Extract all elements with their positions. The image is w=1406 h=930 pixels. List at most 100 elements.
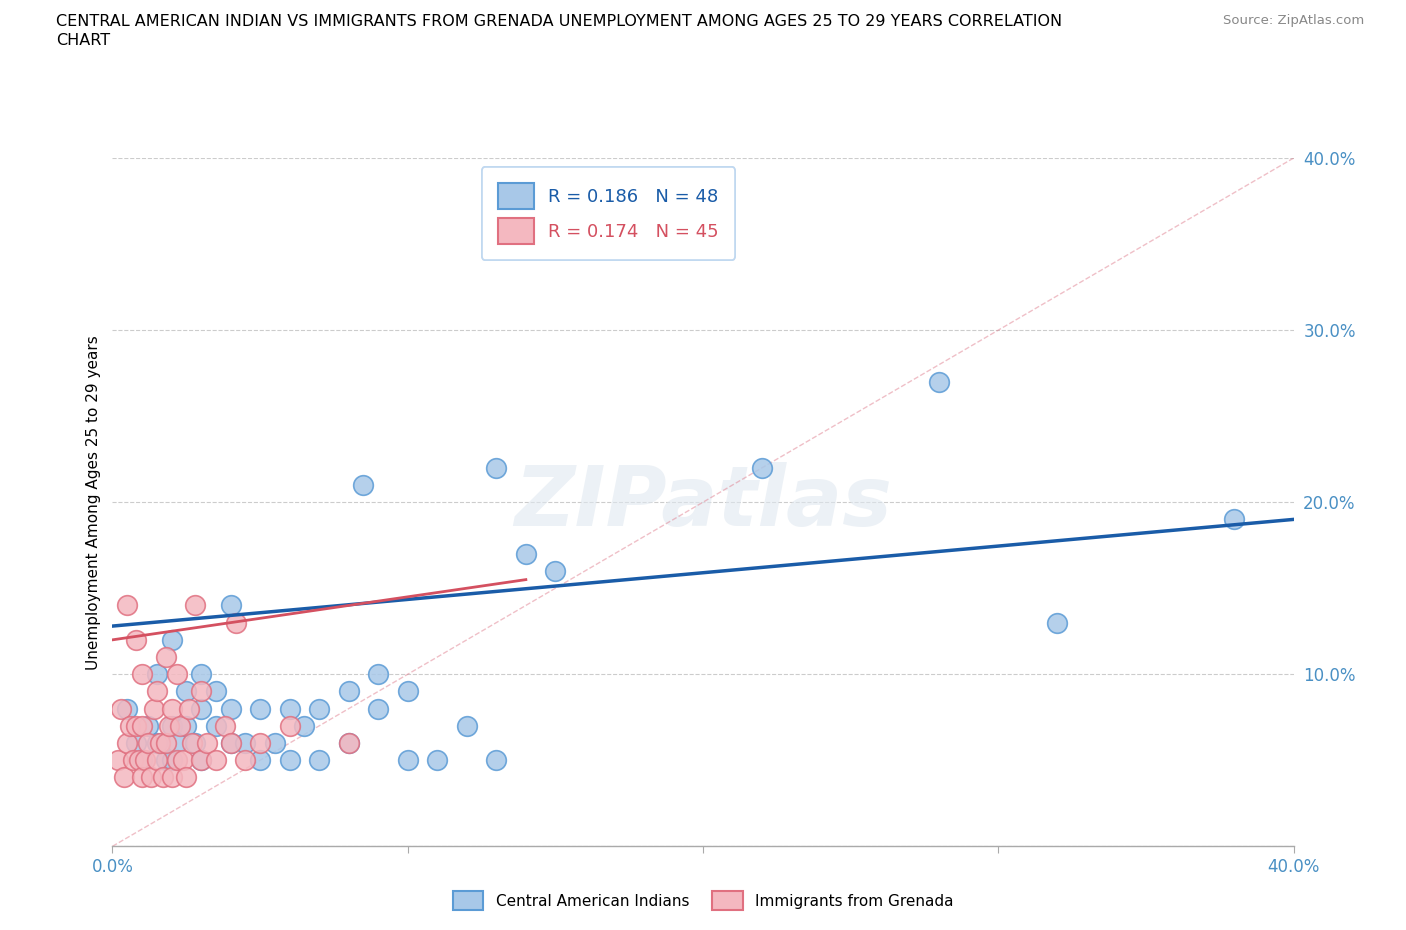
Point [166, 667, 188, 682]
Point [152, 770, 174, 785]
Text: CHART: CHART [56, 33, 110, 47]
Point [249, 736, 271, 751]
Point [160, 753, 183, 768]
Point [485, 753, 508, 768]
Point [149, 736, 172, 751]
Point [139, 770, 162, 785]
Point [146, 667, 169, 682]
Point [544, 564, 567, 578]
Point [166, 736, 188, 751]
Point [112, 770, 135, 785]
Point [174, 770, 197, 785]
Point [278, 718, 301, 733]
Point [131, 667, 153, 682]
Point [278, 753, 301, 768]
Point [337, 684, 360, 699]
Point [146, 736, 169, 751]
Point [352, 478, 374, 493]
Point [131, 770, 153, 785]
Point [134, 753, 156, 768]
Point [155, 753, 177, 768]
Point [107, 753, 129, 768]
Point [225, 616, 247, 631]
Point [190, 701, 212, 716]
Legend: Central American Indians, Immigrants from Grenada: Central American Indians, Immigrants fro… [446, 884, 960, 918]
Point [292, 718, 315, 733]
Point [190, 684, 212, 699]
Point [190, 667, 212, 682]
Point [367, 701, 389, 716]
Point [184, 598, 207, 613]
Point [219, 598, 242, 613]
Point [396, 684, 419, 699]
Point [456, 718, 478, 733]
Point [485, 460, 508, 475]
Point [174, 684, 197, 699]
Point [337, 736, 360, 751]
Point [190, 753, 212, 768]
Point [1046, 616, 1069, 631]
Point [249, 701, 271, 716]
Point [308, 701, 330, 716]
Point [219, 701, 242, 716]
Point [751, 460, 773, 475]
Point [155, 736, 177, 751]
Point [337, 736, 360, 751]
Point [169, 718, 191, 733]
Point [125, 718, 148, 733]
Legend: R = 0.186   N = 48, R = 0.174   N = 45: R = 0.186 N = 48, R = 0.174 N = 45 [482, 167, 735, 259]
Point [172, 753, 194, 768]
Point [174, 718, 197, 733]
Point [308, 753, 330, 768]
Point [205, 684, 228, 699]
Text: Source: ZipAtlas.com: Source: ZipAtlas.com [1223, 14, 1364, 27]
Point [160, 632, 183, 647]
Point [233, 736, 256, 751]
Point [146, 753, 169, 768]
Point [128, 753, 150, 768]
Point [214, 718, 236, 733]
Point [136, 736, 159, 751]
Point [219, 736, 242, 751]
Point [396, 753, 419, 768]
Y-axis label: Unemployment Among Ages 25 to 29 years: Unemployment Among Ages 25 to 29 years [86, 335, 101, 670]
Point [117, 598, 138, 613]
Point [190, 753, 212, 768]
Point [136, 718, 159, 733]
Point [205, 753, 228, 768]
Point [131, 718, 153, 733]
Point [166, 753, 188, 768]
Point [367, 667, 389, 682]
Point [1223, 512, 1246, 527]
Point [264, 736, 287, 751]
Point [179, 701, 201, 716]
Point [160, 770, 183, 785]
Point [117, 701, 138, 716]
Point [233, 753, 256, 768]
Point [219, 736, 242, 751]
Point [110, 701, 132, 716]
Point [157, 718, 180, 733]
Point [125, 632, 148, 647]
Point [181, 736, 204, 751]
Point [131, 753, 153, 768]
Point [184, 736, 207, 751]
Point [205, 718, 228, 733]
Point [928, 375, 950, 390]
Point [249, 753, 271, 768]
Point [120, 718, 142, 733]
Point [160, 718, 183, 733]
Point [122, 753, 145, 768]
Point [117, 736, 138, 751]
Point [278, 701, 301, 716]
Point [515, 547, 537, 562]
Text: CENTRAL AMERICAN INDIAN VS IMMIGRANTS FROM GRENADA UNEMPLOYMENT AMONG AGES 25 TO: CENTRAL AMERICAN INDIAN VS IMMIGRANTS FR… [56, 14, 1063, 29]
Point [160, 701, 183, 716]
Text: ZIPatlas: ZIPatlas [515, 461, 891, 543]
Point [155, 650, 177, 665]
Point [125, 736, 148, 751]
Point [142, 701, 165, 716]
Point [195, 736, 218, 751]
Point [426, 753, 449, 768]
Point [146, 684, 169, 699]
